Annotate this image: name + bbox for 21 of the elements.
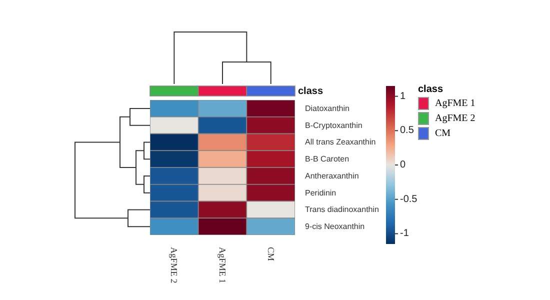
legend-label: AgFME 2: [435, 113, 476, 124]
color-bar-label: -1: [400, 228, 410, 240]
color-bar-label: 0: [400, 160, 406, 170]
y-tick-label: B-Cryptoxanthin: [305, 120, 362, 130]
legend-title: class: [298, 86, 324, 97]
y-tick-label: Peridinin: [305, 188, 336, 198]
y-tick-label: Diatoxanthin: [305, 104, 350, 113]
legend-label: CM: [435, 128, 451, 139]
x-tick-label: AgFME 2: [169, 247, 180, 284]
y-tick-label: Antheraxanthin: [305, 171, 359, 180]
color-bar-label: 1: [400, 90, 406, 102]
y-tick-label: 9-cis Neoxanthin: [305, 222, 365, 232]
y-tick-label: All trans Zeaxanthin: [305, 138, 376, 147]
text: class: [418, 84, 444, 95]
x-tick-label: AgFME 1: [218, 247, 228, 284]
y-tick-label: B-B Caroten: [305, 154, 350, 164]
y-tick-label: Trans diadinoxanthin: [305, 205, 379, 214]
x-tick-label: CM: [266, 247, 276, 262]
color-bar-label: 0.5: [400, 125, 414, 136]
color-bar-label: -0.5: [400, 194, 418, 205]
legend-label: AgFME 1: [435, 98, 476, 109]
